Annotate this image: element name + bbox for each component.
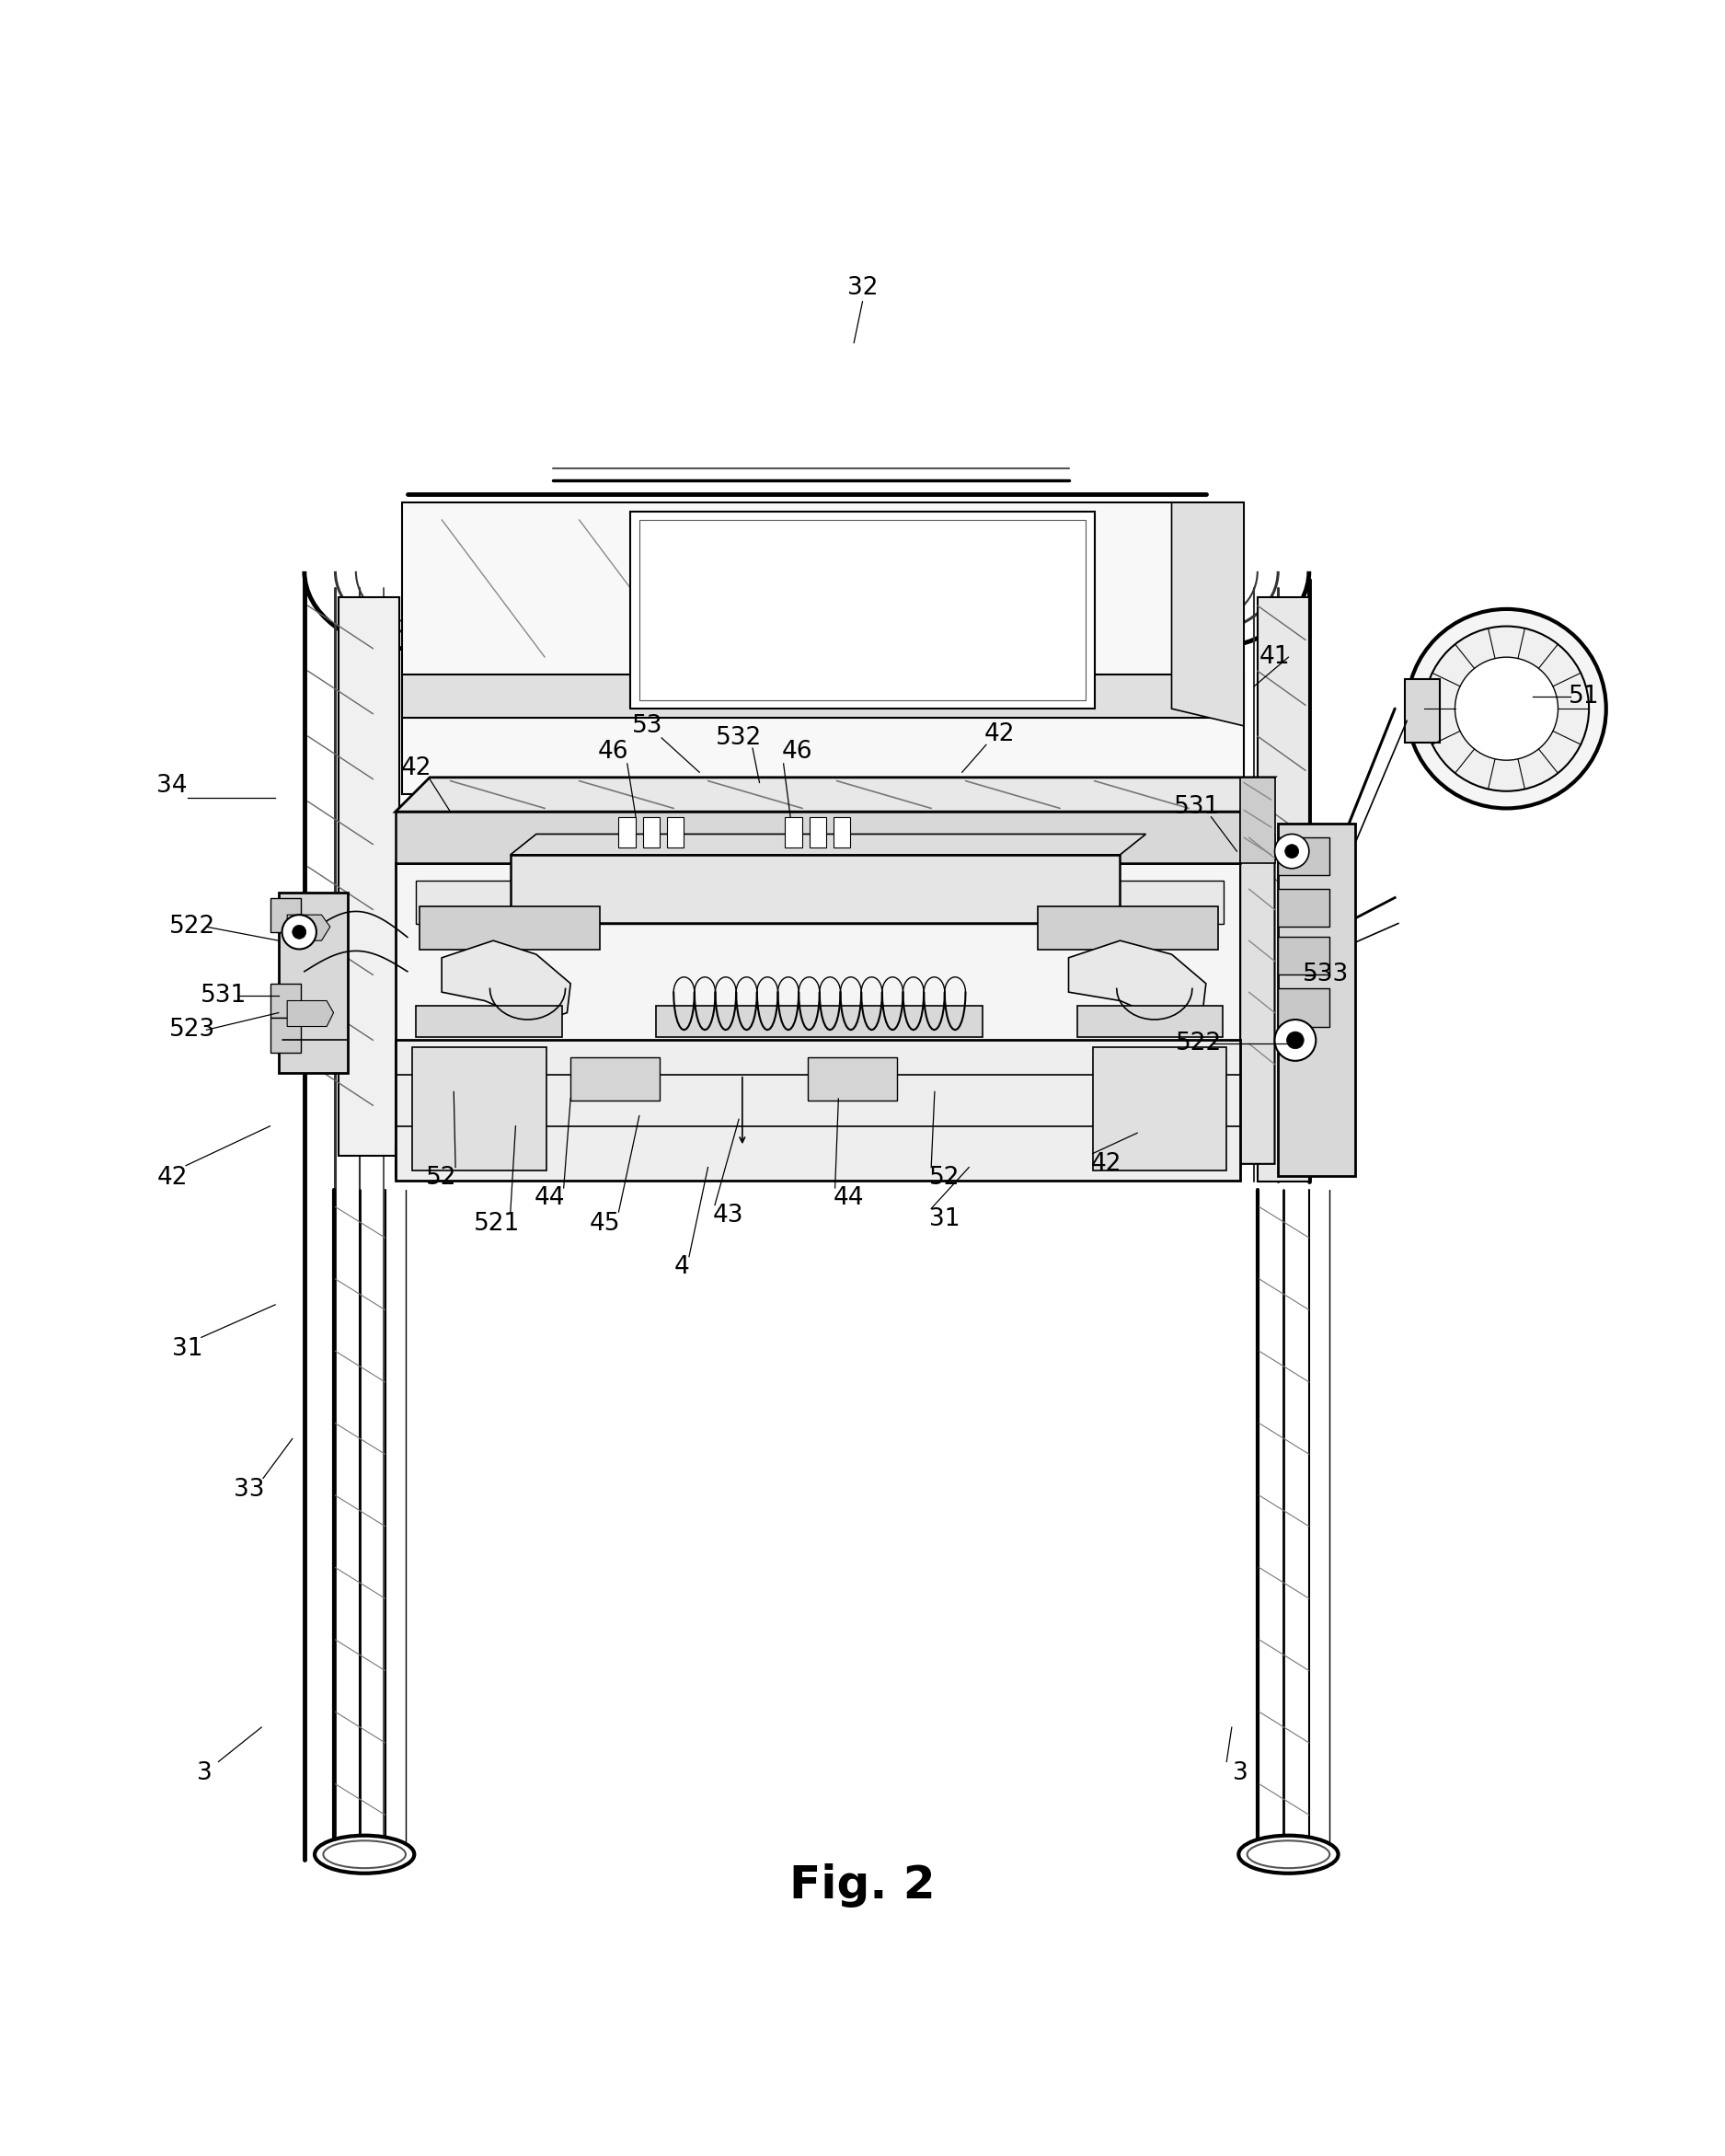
Text: 52: 52 — [426, 1166, 457, 1190]
Bar — [833, 817, 850, 847]
Circle shape — [1287, 1031, 1304, 1048]
Circle shape — [1454, 658, 1558, 761]
Bar — [395, 1039, 1240, 1181]
Bar — [279, 893, 347, 1074]
Text: 41: 41 — [1259, 645, 1290, 668]
Text: 3: 3 — [197, 1761, 212, 1785]
Text: 31: 31 — [172, 1337, 204, 1360]
Polygon shape — [511, 834, 1145, 854]
Circle shape — [1275, 1020, 1316, 1061]
Polygon shape — [1068, 940, 1206, 1024]
Bar — [1076, 1007, 1223, 1037]
Circle shape — [1285, 845, 1299, 858]
Text: 32: 32 — [847, 276, 878, 300]
Bar — [619, 817, 637, 847]
Polygon shape — [286, 914, 329, 940]
Text: 4: 4 — [674, 1255, 690, 1279]
Bar — [395, 813, 1240, 862]
Bar — [412, 1048, 547, 1171]
Bar — [271, 897, 300, 931]
Bar — [419, 906, 600, 949]
Bar — [1038, 906, 1218, 949]
Bar — [1278, 990, 1330, 1026]
Bar — [571, 1056, 661, 1100]
Bar — [809, 817, 826, 847]
Text: 531: 531 — [1175, 796, 1221, 819]
Text: 52: 52 — [930, 1166, 961, 1190]
Bar — [1278, 888, 1330, 927]
Polygon shape — [1171, 502, 1244, 727]
Text: 44: 44 — [535, 1186, 566, 1210]
Polygon shape — [286, 1000, 333, 1026]
Text: 42: 42 — [985, 722, 1016, 746]
Bar — [395, 1147, 1240, 1177]
Bar — [640, 520, 1085, 701]
Bar — [643, 817, 661, 847]
Bar — [1278, 824, 1356, 1175]
Bar — [416, 1007, 562, 1037]
Text: 44: 44 — [833, 1186, 864, 1210]
Text: 531: 531 — [200, 983, 247, 1007]
Text: 53: 53 — [633, 714, 662, 737]
Text: 533: 533 — [1302, 964, 1349, 987]
Bar — [416, 880, 1223, 923]
Text: 31: 31 — [930, 1207, 961, 1231]
Bar — [402, 675, 1244, 718]
Text: 522: 522 — [169, 914, 216, 938]
Text: 51: 51 — [1568, 686, 1599, 709]
Ellipse shape — [1239, 1835, 1339, 1874]
Bar — [511, 854, 1120, 923]
Polygon shape — [338, 597, 398, 1156]
Text: 532: 532 — [716, 727, 762, 750]
Bar — [657, 1007, 983, 1037]
Text: 523: 523 — [169, 1018, 216, 1041]
Polygon shape — [1240, 834, 1275, 1164]
Bar — [631, 511, 1094, 709]
Text: Fig. 2: Fig. 2 — [790, 1863, 935, 1908]
Polygon shape — [1240, 778, 1275, 862]
Polygon shape — [395, 778, 1275, 813]
Circle shape — [292, 925, 305, 938]
Bar — [1092, 1048, 1226, 1171]
Bar — [271, 1018, 300, 1052]
Text: 34: 34 — [157, 774, 188, 798]
Text: 42: 42 — [400, 757, 431, 780]
Bar — [1278, 938, 1330, 975]
Bar — [402, 502, 1244, 796]
Polygon shape — [1258, 597, 1309, 1181]
Text: 33: 33 — [235, 1479, 266, 1503]
Text: 521: 521 — [474, 1212, 519, 1235]
Circle shape — [1425, 625, 1589, 791]
Polygon shape — [1406, 679, 1440, 744]
Text: 46: 46 — [599, 740, 630, 763]
Text: 3: 3 — [1233, 1761, 1247, 1785]
Ellipse shape — [1247, 1841, 1330, 1867]
Bar — [668, 817, 683, 847]
Bar — [807, 1056, 897, 1100]
Polygon shape — [442, 940, 571, 1024]
Text: 45: 45 — [590, 1212, 621, 1235]
Text: 46: 46 — [781, 740, 812, 763]
Text: 43: 43 — [712, 1203, 743, 1227]
Circle shape — [1275, 834, 1309, 869]
Text: 42: 42 — [157, 1166, 188, 1190]
Circle shape — [283, 914, 316, 949]
Bar — [785, 817, 802, 847]
Text: 42: 42 — [1090, 1151, 1121, 1175]
Circle shape — [1408, 610, 1606, 808]
Bar — [271, 983, 300, 1018]
Bar — [1278, 837, 1330, 875]
Bar — [395, 862, 1240, 1164]
Ellipse shape — [314, 1835, 414, 1874]
Ellipse shape — [323, 1841, 405, 1867]
Text: 522: 522 — [1176, 1033, 1223, 1056]
